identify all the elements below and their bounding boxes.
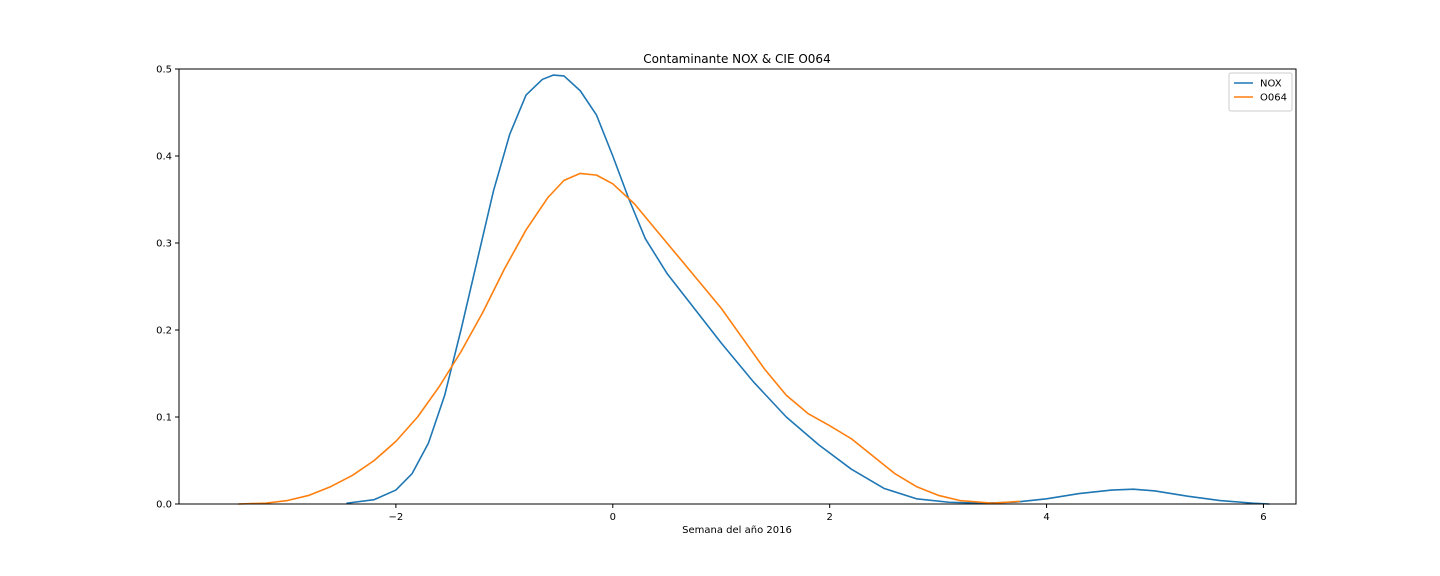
y-axis-ticks: 0.0 0.1 0.2 0.3 0.4 0.5 bbox=[156, 65, 179, 511]
x-axis-label: Semana del año 2016 bbox=[682, 525, 792, 536]
legend-label: O064 bbox=[1260, 93, 1287, 104]
x-tick-label: 4 bbox=[1043, 512, 1049, 523]
y-tick-label: 0.0 bbox=[156, 500, 172, 511]
y-tick-label: 0.2 bbox=[156, 326, 172, 337]
series-line-nox bbox=[346, 74, 1270, 505]
plot-frame bbox=[178, 68, 1297, 505]
series-layer bbox=[237, 74, 1270, 505]
legend-label: NOX bbox=[1260, 79, 1282, 90]
y-tick-label: 0.4 bbox=[156, 152, 172, 163]
x-axis-ticks: −2 0 2 4 6 bbox=[389, 504, 1267, 523]
series-line-o064 bbox=[237, 172, 1021, 505]
x-tick-label: 2 bbox=[826, 512, 832, 523]
y-tick-label: 0.3 bbox=[156, 239, 172, 250]
y-tick-label: 0.1 bbox=[156, 413, 172, 424]
y-tick-label: 0.5 bbox=[156, 65, 172, 76]
x-tick-label: −2 bbox=[389, 512, 404, 523]
x-tick-label: 6 bbox=[1260, 512, 1266, 523]
x-tick-label: 0 bbox=[610, 512, 616, 523]
legend: NOX O064 bbox=[1228, 72, 1293, 112]
chart-title: Contaminante NOX & CIE O064 bbox=[643, 52, 830, 66]
